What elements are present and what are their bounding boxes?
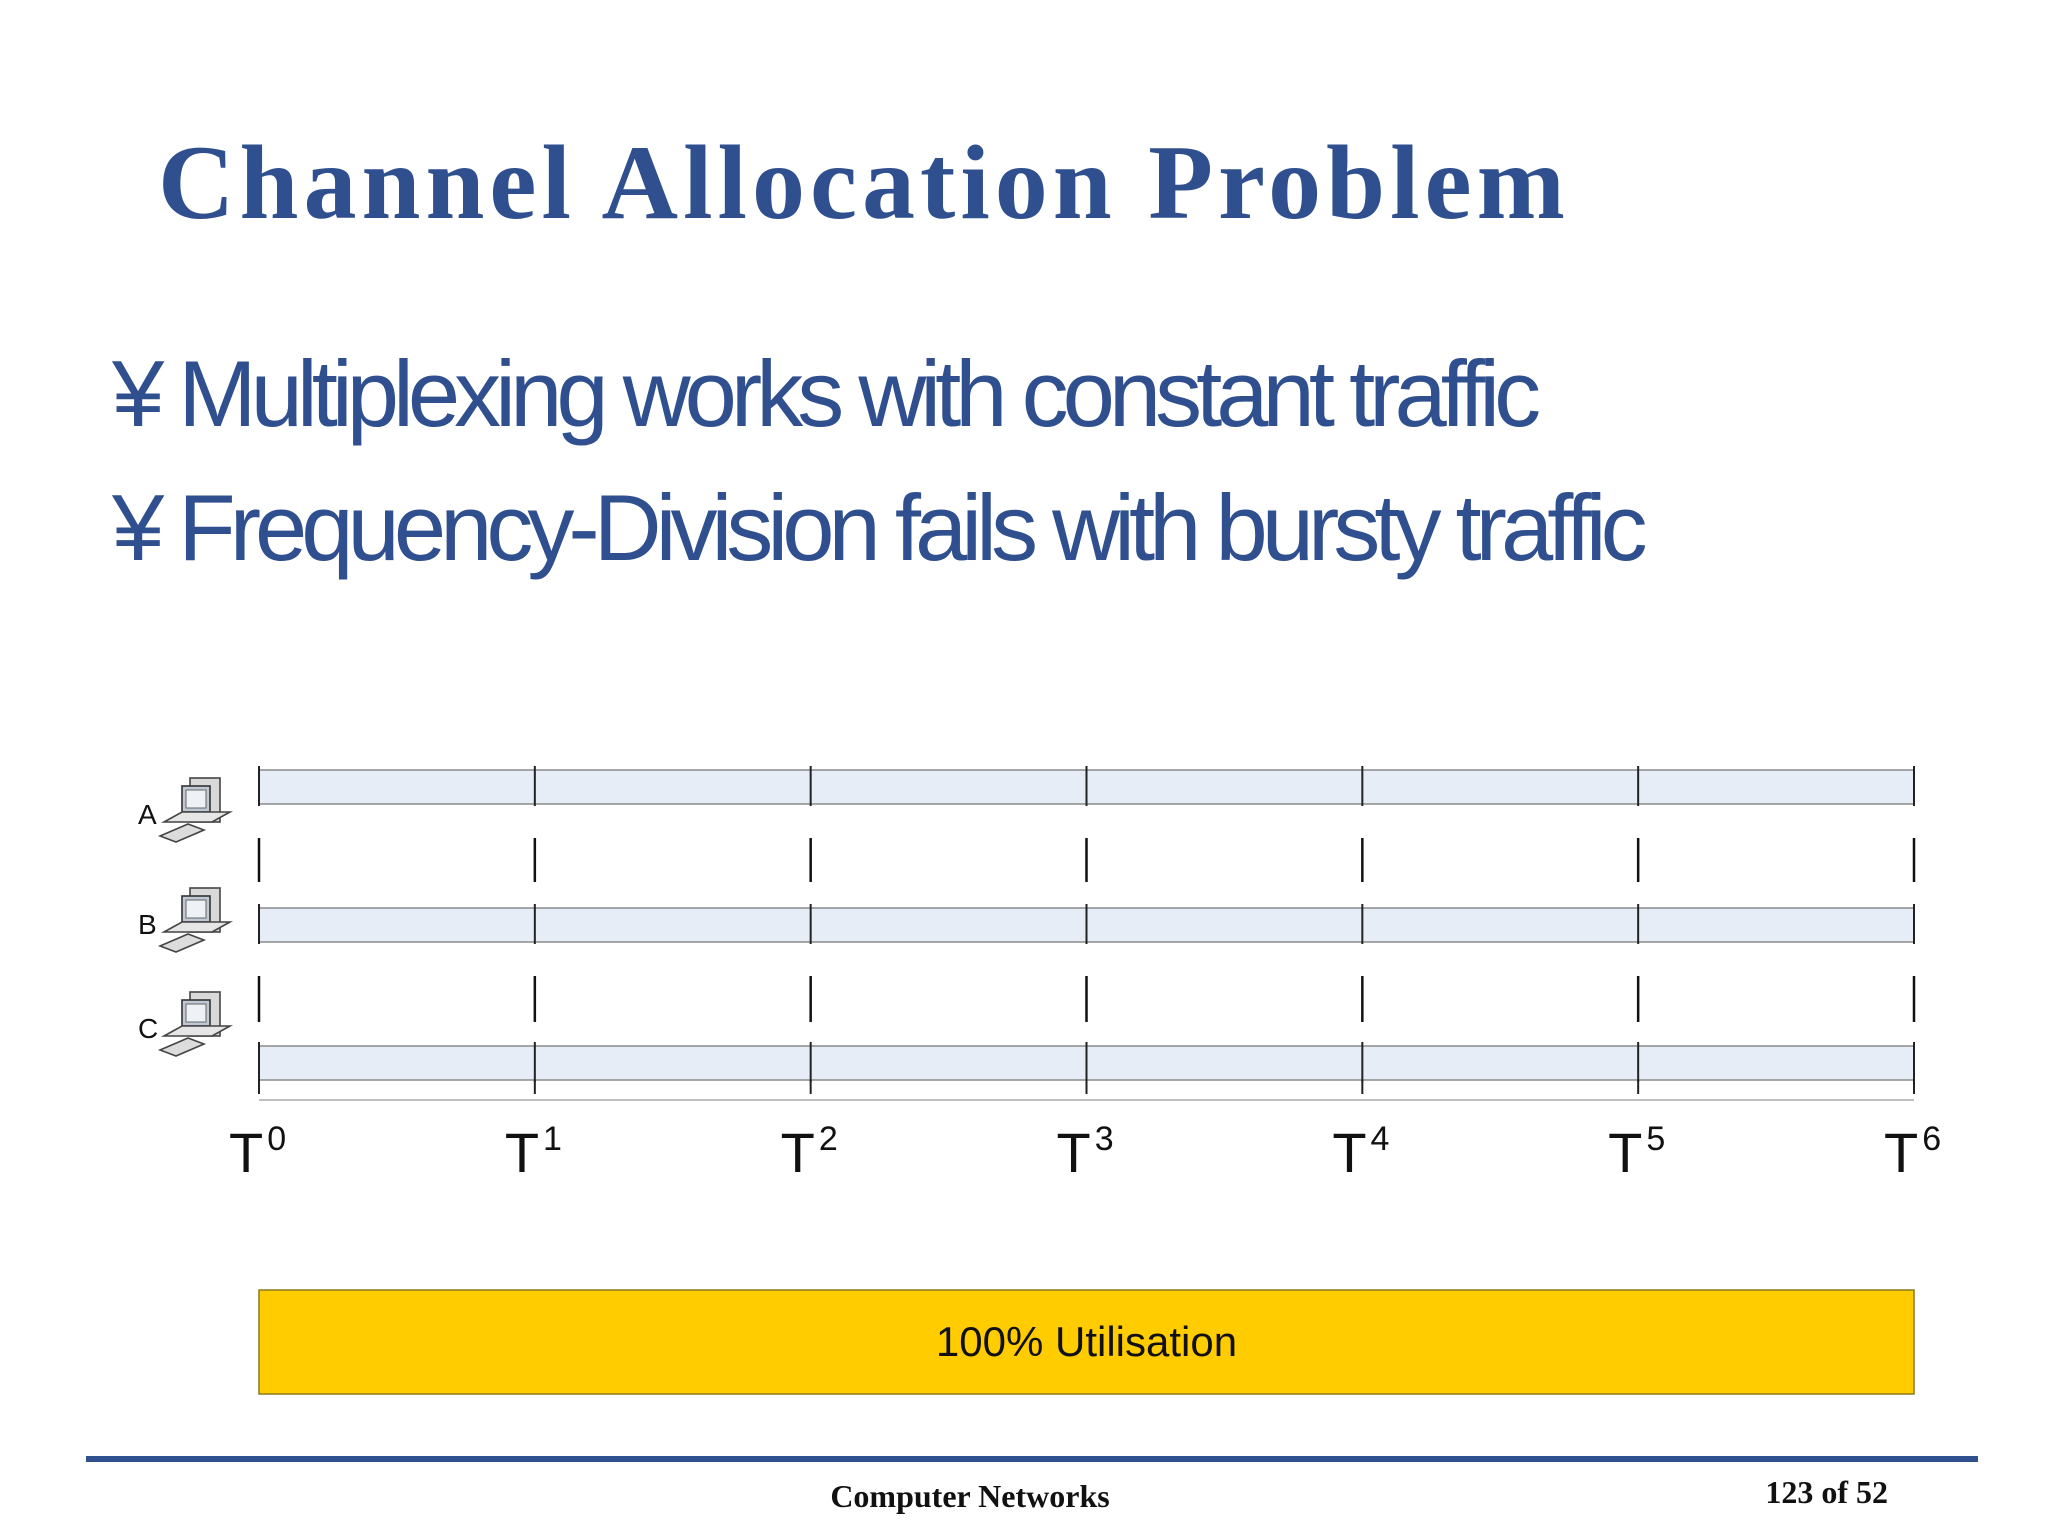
desktop-computer-icon [157, 887, 234, 953]
computer-keyboard [157, 1037, 207, 1057]
bullet-item: ¥ Frequency-Division fails with bursty t… [112, 474, 1648, 608]
footer-rule [86, 1456, 1978, 1462]
computer-screen-glass [185, 1003, 207, 1023]
bullet-marker: ¥ [112, 341, 165, 446]
computer-base [160, 811, 234, 823]
bullet-item: ¥ Multiplexing works with constant traff… [112, 340, 1642, 474]
station-label: A [138, 799, 157, 830]
station-label: C [138, 1013, 158, 1044]
computer-base [160, 1025, 234, 1037]
page-number: 123 of 52 [1765, 1474, 1888, 1510]
desktop-computer-icon [157, 991, 234, 1057]
computer-base [160, 921, 234, 933]
bullet-marker: ¥ [112, 475, 165, 580]
slide-title: Channel Allocation Problem [158, 124, 1570, 241]
bullet-text: Multiplexing works with constant traffic [178, 341, 1541, 446]
bullet-list: ¥ Multiplexing works with constant traff… [112, 340, 1648, 608]
desktop-computer-icon [157, 777, 234, 843]
computer-keyboard [157, 823, 207, 843]
footer-title: Computer Networks [830, 1478, 1110, 1514]
computer-screen-glass [185, 789, 207, 809]
bullet-text: Frequency-Division fails with bursty tra… [178, 475, 1647, 580]
utilisation-bar [258, 1289, 1915, 1395]
station-label: B [138, 909, 157, 940]
computer-keyboard [157, 933, 207, 953]
utilisation-label: 100% Utilisation [936, 1318, 1237, 1365]
computer-screen-glass [185, 899, 207, 919]
